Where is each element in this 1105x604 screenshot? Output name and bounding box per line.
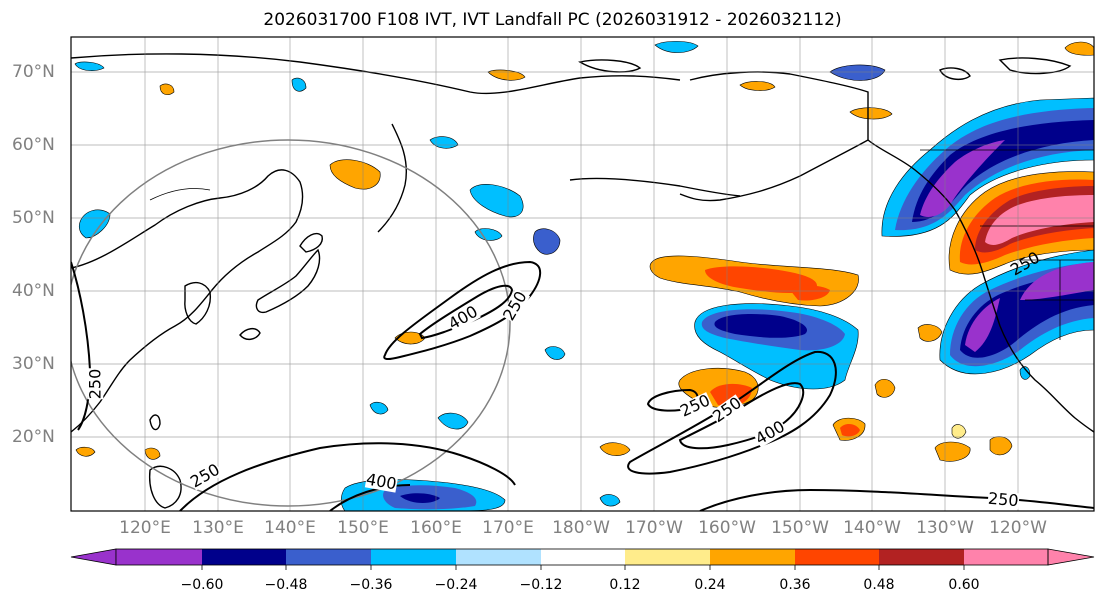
colorbar-tick-label: −0.24 — [434, 577, 478, 593]
lat-label-40n: 40°N — [12, 281, 55, 301]
colorbar-extend-min — [70, 548, 117, 566]
positive-pc-region-pnw — [948, 171, 1094, 275]
negative-pc-small-regions — [74, 41, 1031, 507]
colorbar-swatch — [456, 549, 541, 565]
colorbar-swatch — [964, 549, 1048, 565]
colorbar-tick-label: −0.36 — [349, 577, 393, 593]
colorbar-swatch — [116, 549, 202, 565]
positive-pc-region-central-pacific — [649, 255, 859, 307]
lon-label-170w: 170°W — [625, 518, 683, 538]
lon-label-130w: 130°W — [916, 518, 974, 538]
colorbar-tick-label: −0.60 — [180, 577, 224, 593]
lat-label-60n: 60°N — [12, 135, 55, 155]
colorbar-swatch — [286, 549, 371, 565]
contour-label-250-southeast: 250 — [987, 488, 1020, 511]
colorbar-swatch — [371, 549, 456, 565]
colorbar-tick-label: 0.48 — [863, 577, 895, 593]
colorbar-swatch — [879, 549, 964, 565]
lon-label-140e: 140°E — [264, 518, 316, 538]
colorbar-swatch — [795, 549, 879, 565]
map-frame — [70, 36, 1095, 512]
colorbar-tick-label: 0.24 — [694, 577, 726, 593]
lon-label-160w: 160°W — [698, 518, 756, 538]
negative-pc-region-central-pacific — [694, 303, 859, 390]
contour-label-250-left-edge: 250 — [85, 368, 105, 400]
colorbar-swatch — [710, 549, 795, 565]
colorbar-tick-label: 0.12 — [609, 577, 641, 593]
colorbar-tick-label: −0.48 — [264, 577, 308, 593]
lat-label-70n: 70°N — [12, 62, 55, 82]
map-title: 2026031700 F108 IVT, IVT Landfall PC (20… — [263, 10, 842, 30]
lon-label-160e: 160°E — [410, 518, 462, 538]
lat-label-20n: 20°N — [12, 427, 55, 447]
negative-pc-region-california — [939, 249, 1094, 375]
lon-label-150w: 150°W — [771, 518, 829, 538]
colorbar-tick-label: 0.60 — [948, 577, 980, 593]
lat-label-50n: 50°N — [12, 208, 55, 228]
gridlines — [71, 37, 1094, 511]
colorbar-swatch — [541, 549, 625, 565]
lon-label-140w: 140°W — [843, 518, 901, 538]
lon-label-120w: 120°W — [989, 518, 1047, 538]
colorbar-tick-label: 0.36 — [779, 577, 811, 593]
colorbar-swatch — [202, 549, 286, 565]
colorbar-extend-max — [1047, 548, 1095, 566]
lon-label-170e: 170°E — [482, 518, 534, 538]
lon-label-180w: 180°W — [552, 518, 610, 538]
colorbar-tick-label: −0.12 — [519, 577, 563, 593]
borders — [149, 92, 1094, 340]
lat-label-30n: 30°N — [12, 354, 55, 374]
landfall-region-circle — [71, 139, 511, 507]
lon-label-150e: 150°E — [337, 518, 389, 538]
lon-label-130e: 130°E — [192, 518, 244, 538]
colorbar-swatch — [625, 549, 710, 565]
colorbar — [70, 548, 1095, 570]
lon-label-120e: 120°E — [119, 518, 171, 538]
